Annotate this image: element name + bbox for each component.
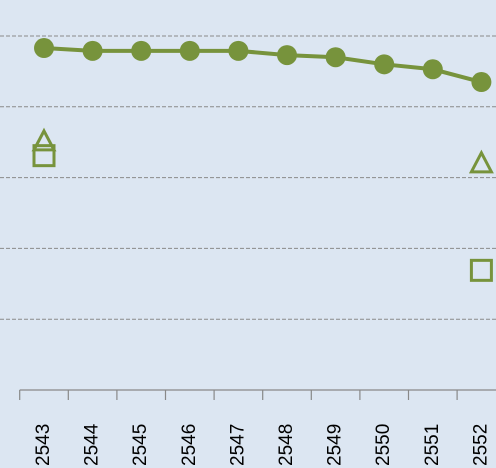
- point: [422, 59, 443, 80]
- x-tick-label: 2543: [33, 424, 54, 466]
- x-tick-label: 2550: [373, 424, 394, 466]
- x-tick-label: 2552: [470, 424, 491, 466]
- x-tick-label: 2548: [276, 424, 297, 466]
- point: [469, 258, 493, 282]
- x-tick-label: 2549: [325, 424, 346, 466]
- line: [43, 46, 482, 84]
- point: [468, 149, 494, 174]
- x-tick-label: 2551: [422, 424, 443, 466]
- x-tick-label: 2546: [179, 424, 200, 466]
- point: [374, 54, 395, 75]
- point: [31, 127, 57, 152]
- point: [131, 40, 152, 61]
- point: [471, 72, 492, 93]
- point: [325, 47, 346, 68]
- point: [179, 40, 200, 61]
- x-tick-label: 2544: [82, 423, 103, 466]
- point: [277, 45, 297, 66]
- point: [32, 144, 56, 168]
- point: [34, 38, 54, 59]
- x-tick-label: 2547: [227, 424, 248, 466]
- x-tick-label: 2545: [130, 424, 151, 466]
- point: [82, 40, 103, 61]
- point: [228, 40, 249, 61]
